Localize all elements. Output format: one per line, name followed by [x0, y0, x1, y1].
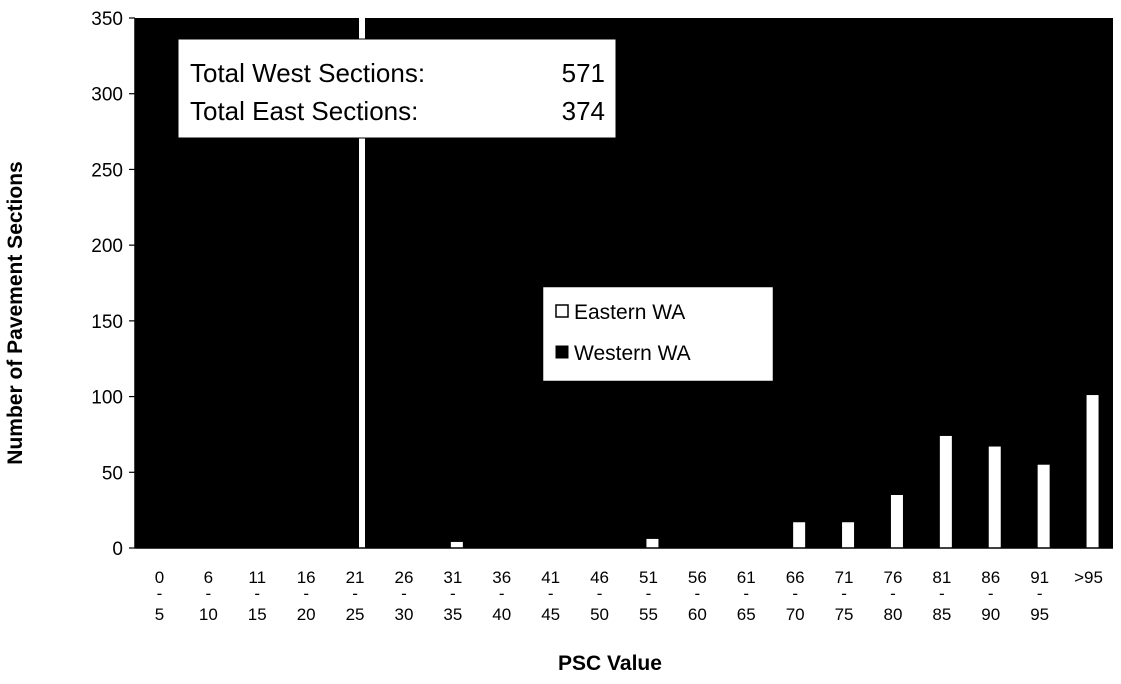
bar-eastern-wa: [939, 435, 952, 548]
info-box-frame: [177, 38, 617, 139]
x-category-label: 51: [639, 568, 658, 587]
x-category-label: 80: [883, 605, 902, 624]
x-category-label: -: [597, 584, 603, 603]
info-box: Total West Sections: 571 Total East Sect…: [177, 38, 617, 139]
x-category-label: 86: [981, 568, 1000, 587]
x-category-label: 61: [737, 568, 756, 587]
y-tick-label: 50: [102, 463, 123, 484]
x-category-label: 11: [248, 568, 266, 587]
bar-eastern-wa: [1086, 395, 1099, 548]
x-category-label: 6: [204, 568, 213, 587]
y-tick-label: 250: [91, 160, 123, 181]
x-category-label: 15: [248, 605, 267, 624]
reference-line: [359, 18, 365, 548]
x-category-label: -: [743, 584, 749, 603]
x-category-label: 90: [981, 605, 1000, 624]
y-axis-title: Number of Pavement Sections: [4, 161, 27, 464]
x-category-label: 21: [346, 568, 365, 587]
x-category-label: -: [939, 584, 945, 603]
x-category-label: -: [352, 584, 358, 603]
x-category-label: 36: [492, 568, 511, 587]
x-category-label: -: [548, 584, 554, 603]
x-category-label: 56: [688, 568, 707, 587]
x-category-label: 46: [590, 568, 609, 587]
x-category-label: 85: [932, 605, 951, 624]
x-category-label: 0: [155, 568, 164, 587]
x-category-label: 71: [835, 568, 854, 587]
bar-eastern-wa: [450, 541, 463, 548]
x-category-label: -: [841, 584, 847, 603]
x-category-label: -: [695, 584, 701, 603]
x-category-label: -: [646, 584, 652, 603]
legend-label-western: Western WA: [574, 342, 691, 365]
y-tick-label: 200: [91, 236, 123, 257]
x-category-label: 35: [443, 605, 462, 624]
bar-eastern-wa: [890, 495, 903, 548]
x-category-label: -: [890, 584, 896, 603]
y-tick-label: 100: [91, 388, 123, 409]
info-box-west-value: 571: [562, 58, 605, 88]
bar-eastern-wa: [988, 446, 1001, 548]
x-category-label: 91: [1030, 568, 1049, 587]
x-category-label: 66: [786, 568, 805, 587]
x-category-label: 30: [394, 605, 413, 624]
x-category-label: 40: [492, 605, 511, 624]
x-category-label: 25: [346, 605, 365, 624]
x-category-label: 10: [199, 605, 218, 624]
x-axis-title: PSC Value: [558, 652, 662, 675]
legend-frame: [542, 286, 774, 382]
bars-group: [450, 395, 1099, 548]
x-category-label: 16: [297, 568, 316, 587]
x-category-label: -: [450, 584, 456, 603]
x-category-label: 50: [590, 605, 609, 624]
x-category-label: 55: [639, 605, 658, 624]
x-category-label: -: [401, 584, 407, 603]
y-tick-label: 0: [112, 539, 123, 560]
x-category-label: -: [988, 584, 994, 603]
x-category-label: >95: [1074, 568, 1103, 587]
x-category-label: 45: [541, 605, 560, 624]
x-categories-group: 0-56-1011-1516-2021-2526-3031-3536-4041-…: [155, 568, 1103, 624]
x-category-label: -: [303, 584, 309, 603]
legend-label-eastern: Eastern WA: [574, 301, 685, 324]
x-category-label: -: [206, 584, 212, 603]
info-box-east-label: Total East Sections:: [190, 96, 418, 126]
x-category-label: -: [792, 584, 798, 603]
y-ticks-group: 0 50 100 150 200 250 300 350: [91, 9, 135, 560]
legend: Eastern WA Western WA: [542, 286, 774, 382]
x-category-label: 5: [155, 605, 164, 624]
bar-eastern-wa: [793, 522, 806, 548]
x-category-label: 70: [786, 605, 805, 624]
bar-eastern-wa: [646, 538, 659, 548]
legend-swatch-eastern: [555, 304, 569, 318]
x-category-label: 65: [737, 605, 756, 624]
x-category-label: 41: [541, 568, 560, 587]
x-category-label: 31: [443, 568, 462, 587]
info-box-west-label: Total West Sections:: [190, 58, 425, 88]
legend-swatch-western: [555, 345, 569, 359]
x-category-label: 76: [883, 568, 902, 587]
y-tick-label: 350: [91, 9, 123, 30]
x-category-label: 95: [1030, 605, 1049, 624]
x-category-label: 81: [932, 568, 951, 587]
x-category-label: 26: [394, 568, 413, 587]
x-category-label: 20: [297, 605, 316, 624]
x-category-label: -: [254, 584, 260, 603]
y-tick-label: 300: [91, 85, 123, 106]
x-category-label: -: [157, 584, 163, 603]
x-category-label: -: [499, 584, 505, 603]
info-box-east-value: 374: [562, 96, 605, 126]
bar-eastern-wa: [1037, 464, 1050, 548]
x-category-label: -: [1037, 584, 1043, 603]
x-category-label: 60: [688, 605, 707, 624]
x-category-label: 75: [835, 605, 854, 624]
bar-eastern-wa: [842, 522, 855, 548]
y-tick-label: 150: [91, 312, 123, 333]
